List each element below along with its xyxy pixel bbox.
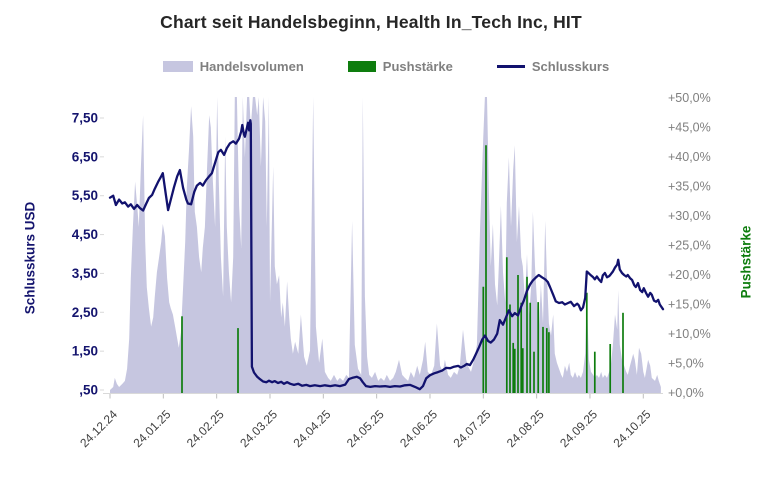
page-title: Chart seit Handelsbeginn, Health In_Tech… <box>160 12 582 32</box>
right-tick-label: +30,0% <box>668 209 711 223</box>
right-tick-label: +35,0% <box>668 180 711 194</box>
right-tick-label: +10,0% <box>668 327 711 341</box>
x-tick-label: 24.07.25 <box>450 407 493 450</box>
x-tick-label: 24.09.25 <box>557 407 600 450</box>
legend-label-handelsvolumen: Handelsvolumen <box>199 59 304 74</box>
left-tick-label: 6,50 <box>72 149 98 164</box>
legend-item-pushstaerke: Pushstärke <box>347 59 453 74</box>
volume-area <box>110 97 661 393</box>
left-tick-label: 5,50 <box>72 188 98 203</box>
right-tick-label: +20,0% <box>668 268 711 282</box>
x-tick-label: 24.05.25 <box>344 407 387 450</box>
x-tick-label: 24.12.24 <box>77 407 120 450</box>
right-tick-label: +25,0% <box>668 239 711 253</box>
right-tick-label: +5,0% <box>668 357 704 371</box>
schlusskurs-swatch-icon <box>496 65 525 68</box>
right-tick-label: +50,0% <box>668 91 711 105</box>
left-tick-label: ,50 <box>79 383 98 398</box>
right-tick-label: +40,0% <box>668 150 711 164</box>
x-tick-label: 24.06.25 <box>397 407 440 450</box>
pushstaerke-swatch-icon <box>347 61 376 72</box>
legend-label-schlusskurs: Schlusskurs <box>531 59 610 74</box>
close-price-line <box>108 119 665 391</box>
x-tick-label: 24.02.25 <box>184 407 227 450</box>
left-tick-label: 1,50 <box>72 344 98 359</box>
chart-legend: Handelsvolumen Pushstärke Schlusskurs <box>0 59 772 74</box>
legend-item-handelsvolumen: Handelsvolumen <box>162 59 304 74</box>
right-tick-label: +45,0% <box>668 121 711 135</box>
left-tick-label: 3,50 <box>72 266 98 281</box>
left-tick-label: 2,50 <box>72 305 98 320</box>
legend-item-schlusskurs: Schlusskurs <box>496 59 610 74</box>
legend-label-pushstaerke: Pushstärke <box>382 59 453 74</box>
right-tick-label: +0,0% <box>668 386 704 400</box>
x-tick-label: 24.08.25 <box>504 407 547 450</box>
volume-swatch-icon <box>162 61 193 72</box>
left-tick-label: 7,50 <box>72 111 98 126</box>
x-tick-label: 24.04.25 <box>291 407 334 450</box>
x-tick-label: 24.03.25 <box>237 407 280 450</box>
x-tick-label: 24.01.25 <box>131 407 174 450</box>
left-tick-label: 4,50 <box>72 227 98 242</box>
x-tick-label: 24.10.25 <box>610 407 653 450</box>
right-tick-label: +15,0% <box>668 298 711 312</box>
